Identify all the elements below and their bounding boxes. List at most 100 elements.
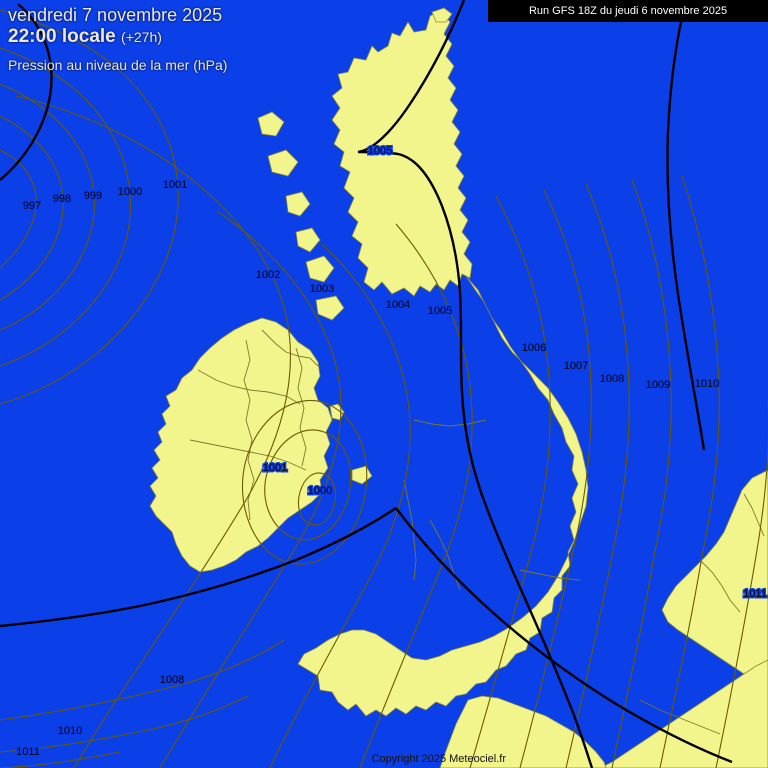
border-ireland-counties-3 [189,439,307,471]
isobar-label: 1009 [646,379,670,391]
isobar-label-halo: 1000 [308,485,332,497]
orkney-polygon [431,7,453,23]
border-ireland-ni [261,329,319,367]
isobar-label-halo: 999 [84,190,102,202]
isobar-label: 1003 [310,283,334,295]
isobar-997 [0,149,37,269]
isobar-bold-1010 [666,0,706,451]
forecast-header: vendredi 7 novembre 2025 22:00 locale (+… [8,4,227,76]
isobar-label-halo: 1010 [58,725,82,737]
isobar-label-halo: 1000 [118,186,142,198]
isobar-label-halo: 1011 [743,588,767,600]
isobar-label-halo: 1008 [600,373,624,385]
isobar-label: 998 [53,193,71,205]
isobar-label-halo: 1005 [368,145,392,157]
isobar-label-halo: 1011 [16,746,40,758]
forecast-date: vendredi 7 novembre 2025 [8,5,223,25]
brittany-polygon [439,695,607,768]
isobar-label: 1007 [564,360,588,372]
isobar-1007 [519,189,592,768]
isobar-label-halo: 1008 [160,674,184,686]
isobar-1002 [15,95,291,768]
isobar-1009 [611,179,672,768]
river-thames [519,569,581,581]
isobar-1011b [0,751,121,768]
isobar-bold-se [395,507,733,764]
isobar-low-1000 [297,472,337,526]
isobar-998 [0,115,64,301]
isobar-label: 1005 [428,305,452,317]
isobar-1003 [159,211,342,768]
forecast-time-value: 22:00 locale [8,26,116,47]
isobar-1004 [269,243,411,768]
isobar-label-halo: 1006 [522,342,546,354]
isobar-label-halo: 1005 [428,305,452,317]
isobar-1010b [0,695,249,753]
border-ireland-counties-4 [295,347,307,467]
isobar-low-1001 [264,429,352,541]
england-wales-polygon [297,275,589,717]
isobar-label: 1011 [16,746,40,758]
isobar-label-halo: 1004 [386,299,410,311]
isobar-1008a [565,183,630,768]
isobar-low-1002 [242,400,368,565]
isobar-bold-1000 [0,507,397,628]
isobar-label: 1000 [118,186,142,198]
isobar-999 [0,83,95,331]
isobar-label: 1001 [163,179,187,191]
skye-polygon [305,255,335,283]
forecast-parameter: Pression au niveau de la mer (hPa) [8,57,228,73]
isobar-1008b [0,639,285,721]
isobar-label: 1006 [522,342,546,354]
hebrides-2 [267,149,299,177]
continent-lower-polygon [599,659,768,768]
model-run-bar: Run GFS 18Z du jeudi 6 novembre 2025 [488,0,768,22]
isobar-label: 1008 [600,373,624,385]
hebrides-3 [285,191,311,217]
isobar-1010a [659,175,720,768]
isobar-label: 1005 [368,145,392,157]
copyright-notice: Copyright 2025 Meteociel.fr [371,753,506,765]
isobar-label: 1011 [743,588,767,600]
islay-polygon [315,295,345,321]
isobar-1001 [0,9,179,405]
isobar-label: 1008 [160,674,184,686]
hebrides-4 [295,227,321,253]
isobar-1006 [469,195,551,768]
isobar-bold-1005-north [357,0,594,768]
river-severn [429,519,461,591]
isobar-label: 999 [84,190,102,202]
isobar-label-halo: 1003 [310,283,334,295]
isobar-label: 1004 [386,299,410,311]
isobar-label-halo: 1001 [163,179,187,191]
isobar-label-halo: 1001 [263,462,287,474]
isobar-label-halo: 1007 [564,360,588,372]
isobar-label: 997 [23,200,41,212]
isobar-label-halo: 1002 [256,269,280,281]
scotland-polygon [331,9,473,297]
isobar-bold-1005-west [0,3,53,181]
isobar-label: 1010 [695,378,719,390]
hebrides-1 [257,111,285,137]
forecast-time: 22:00 locale (+27h) [8,26,227,48]
continent-border-1 [699,559,741,613]
isobar-label: 1010 [58,725,82,737]
border-scotland-england [413,419,487,427]
border-ireland-counties-2 [197,369,301,405]
isobar-label-halo: 997 [23,200,41,212]
isobar-label-halo: 1010 [695,378,719,390]
isobar-label-halo: 1009 [646,379,670,391]
isobar-label: 1002 [256,269,280,281]
isobar-1000 [0,47,131,367]
continent-border-2 [639,699,721,735]
isobar-label: 1000 [308,485,332,497]
isobar-label: 1001 [263,462,287,474]
isobar-1005b [359,223,473,768]
isobar-label-halo: 998 [53,193,71,205]
continent-border-3 [743,493,765,537]
forecast-offset: (+27h) [121,29,162,45]
